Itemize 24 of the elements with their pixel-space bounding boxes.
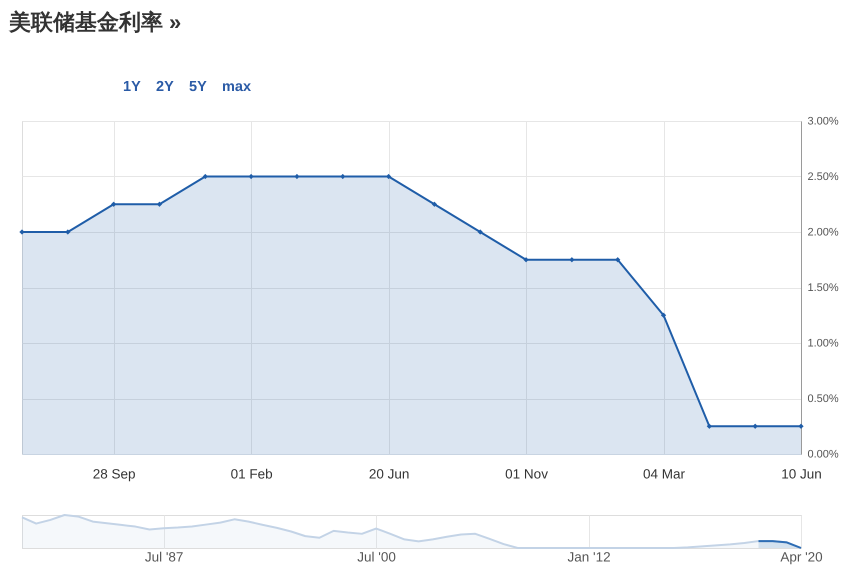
text: 1Y (123, 79, 142, 95)
x-tick-label: Jul '87 (144, 550, 184, 564)
y-tick-label: 0.00% (808, 448, 839, 460)
x-tick-label: 28 Sep (92, 466, 136, 482)
y-tick-label: 2.50% (808, 171, 839, 183)
y-tick-label: 1.50% (808, 282, 839, 294)
y-tick-label: 1.00% (808, 338, 839, 350)
chart-title: 美联储基金利率 » (8, 10, 182, 34)
point (706, 424, 712, 429)
x-tick-label: 10 Jun (781, 466, 822, 482)
text: 2Y (156, 79, 174, 95)
text: 5Y (189, 79, 208, 95)
x-tick-label: 20 Jun (368, 466, 410, 482)
x-tick-label: 01 Nov (505, 466, 548, 482)
point (615, 257, 620, 262)
y-tick-label: 0.50% (808, 393, 839, 405)
x-tick-label: 04 Mar (643, 466, 686, 482)
x-tick-label: Apr '20 (780, 550, 823, 564)
y-tick-label: 3.00% (808, 116, 839, 128)
y-tick-label: 2.00% (808, 226, 839, 238)
x-tick-label: 01 Feb (230, 466, 273, 482)
x-tick-label: Jan '12 (567, 550, 611, 564)
text: max (222, 79, 252, 95)
x-tick-label: Jul '00 (357, 550, 396, 564)
